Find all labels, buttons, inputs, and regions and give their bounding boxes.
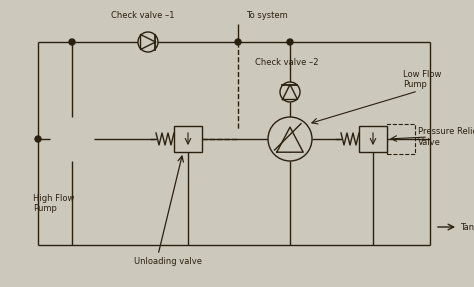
- Text: Pressure Relief
Valve: Pressure Relief Valve: [418, 127, 474, 147]
- Circle shape: [138, 32, 158, 52]
- Circle shape: [235, 39, 241, 45]
- Text: Unloading valve: Unloading valve: [134, 257, 202, 266]
- Bar: [387, 124, 415, 154]
- Circle shape: [35, 136, 41, 142]
- Circle shape: [287, 39, 293, 45]
- Text: High Flow
Pump: High Flow Pump: [33, 194, 74, 214]
- Bar: [174, 126, 202, 152]
- Circle shape: [268, 117, 312, 161]
- Text: To system: To system: [246, 11, 288, 20]
- Text: Check valve –2: Check valve –2: [255, 58, 319, 67]
- Text: Check valve –1: Check valve –1: [111, 11, 175, 20]
- Bar: [359, 126, 387, 152]
- Circle shape: [280, 82, 300, 102]
- Text: Tank: Tank: [460, 222, 474, 232]
- Text: Low Flow
Pump: Low Flow Pump: [403, 70, 441, 89]
- Circle shape: [69, 39, 75, 45]
